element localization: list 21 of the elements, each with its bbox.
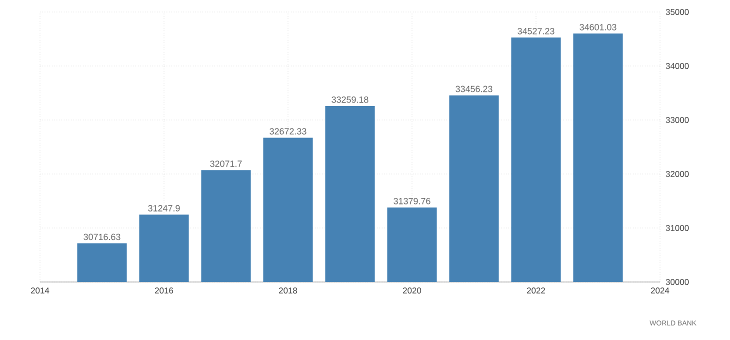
data-label: 32672.33 — [270, 128, 306, 134]
data-label: 34601.03 — [580, 24, 616, 30]
data-label: 31247.9 — [148, 205, 180, 212]
data-label: 34527.23 — [518, 28, 554, 34]
x-tick-label: 2022 — [527, 288, 545, 294]
x-tick-label: 2020 — [403, 288, 422, 294]
y-tick-label: 35000 — [666, 9, 689, 15]
x-tick-label: 2016 — [155, 288, 174, 294]
x-tick-label: 2014 — [31, 288, 50, 294]
x-tick-label: 2018 — [279, 288, 298, 294]
y-tick-label: 30000 — [666, 279, 689, 285]
data-label: 33456.23 — [456, 86, 492, 92]
data-label: 33259.18 — [332, 96, 368, 103]
data-label: 32071.7 — [210, 160, 242, 167]
data-label: 30716.63 — [84, 234, 120, 240]
x-tick-label: 2024 — [651, 288, 670, 294]
y-tick-label: 34000 — [666, 63, 689, 69]
data-label: 31379.76 — [394, 198, 430, 204]
y-tick-label: 31000 — [666, 225, 689, 231]
y-tick-label: 33000 — [666, 117, 689, 123]
y-tick-label: 32000 — [666, 171, 689, 177]
